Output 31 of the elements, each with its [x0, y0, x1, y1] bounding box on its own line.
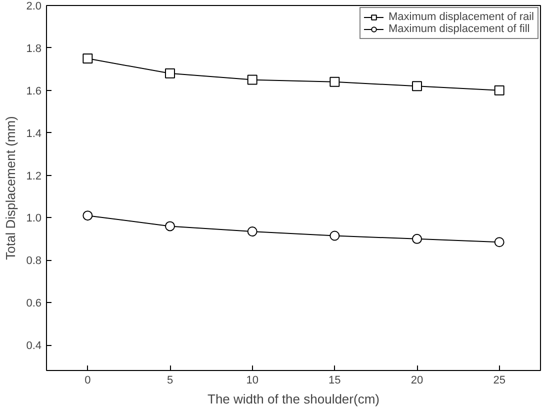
x-axis-title: The width of the shoulder(cm) — [208, 392, 380, 406]
point — [82, 54, 93, 64]
y-axis-title: Total Displacement (mm) — [3, 116, 18, 260]
y-tick-label: 1.4 — [26, 128, 42, 140]
point — [165, 221, 175, 232]
legend-label: Maximum displacement of fill — [388, 23, 530, 35]
y-tick-label: 1.8 — [26, 42, 42, 55]
legend-label: Maximum displacement of rail — [388, 11, 534, 23]
x-tick-label: 15 — [328, 374, 341, 386]
y-tick-label: 0.6 — [26, 298, 42, 310]
y-tick-label: 1.6 — [26, 85, 42, 98]
y-tick-label: 2.0 — [26, 0, 42, 12]
x-tick-label: 5 — [166, 374, 174, 386]
x-tick-label: 10 — [246, 374, 258, 386]
y-tick-label: 1.2 — [26, 170, 42, 182]
y-tick-label: 0.8 — [26, 255, 42, 268]
y-tick-label: 1.0 — [26, 212, 42, 225]
point — [330, 230, 340, 241]
point — [330, 76, 340, 87]
point — [412, 234, 422, 244]
point — [412, 81, 422, 92]
point — [82, 210, 93, 221]
point — [494, 85, 504, 96]
x-tick-label: 0 — [84, 374, 91, 386]
point — [494, 237, 504, 248]
point — [247, 226, 258, 236]
point — [247, 74, 258, 85]
x-tick-label: 25 — [493, 374, 506, 386]
x-tick-label: 20 — [410, 374, 424, 386]
point — [165, 68, 175, 78]
y-tick-label: 0.4 — [26, 340, 42, 352]
